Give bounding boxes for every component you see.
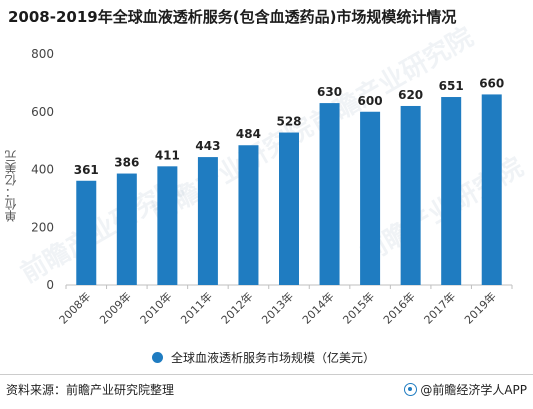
bar: [441, 97, 462, 286]
bar: [238, 145, 259, 285]
brand-credit: @前瞻经济学人APP: [404, 381, 527, 398]
x-tick-label: 2019年: [461, 289, 498, 326]
x-tick-label: 2015年: [340, 289, 377, 326]
y-tick-label: 600: [31, 105, 54, 119]
bar: [360, 111, 381, 285]
bar: [279, 132, 299, 285]
legend: 全球血液透析服务市场规模（亿美元）: [152, 349, 375, 366]
x-tick-label: 2014年: [299, 289, 336, 326]
chart-title: 2008-2019年全球血液透析服务(包含血透药品)市场规模统计情况: [8, 8, 457, 26]
legend-label: 全球血液透析服务市场规模（亿美元）: [171, 351, 376, 365]
brand-text: @前瞻经济学人APP: [420, 383, 527, 397]
x-tick-label: 2017年: [421, 289, 458, 326]
x-tick-label: 2010年: [137, 289, 174, 326]
data-label: 600: [358, 94, 383, 108]
source-text: 资料来源：前瞻产业研究院整理: [6, 383, 175, 397]
x-tick-label: 2013年: [259, 289, 296, 326]
x-tick-label: 2011年: [178, 289, 215, 326]
x-tick-label: 2009年: [96, 289, 133, 326]
bar: [319, 103, 340, 286]
data-label: 361: [74, 163, 99, 177]
bar: [157, 166, 178, 285]
brand-logo-icon: [404, 383, 418, 396]
bar: [481, 94, 502, 285]
bar: [197, 157, 218, 285]
data-label: 411: [155, 148, 180, 162]
data-label: 620: [398, 88, 423, 102]
x-tick-label: 2008年: [56, 289, 93, 326]
y-tick-label: 0: [46, 278, 54, 292]
bar: [76, 180, 97, 285]
legend-marker: [152, 352, 163, 363]
data-label: 660: [479, 76, 504, 90]
data-label: 651: [439, 79, 464, 93]
data-label: 528: [276, 115, 301, 129]
bar: [400, 105, 421, 285]
data-label: 484: [236, 127, 261, 141]
bar: [116, 173, 137, 285]
x-tick-label: 2016年: [380, 289, 417, 326]
y-tick-label: 800: [31, 47, 54, 61]
footer-divider: [0, 374, 533, 375]
y-tick-label: 400: [31, 163, 54, 177]
data-label: 386: [114, 156, 139, 170]
y-tick-label: 200: [31, 220, 54, 234]
data-label: 443: [195, 139, 220, 153]
bar-chart: 0 200 400 600 800 361 2008年 386 2009年 411 2010年 443…: [31, 47, 513, 327]
x-tick-label: 2012年: [218, 289, 255, 326]
data-label: 630: [317, 85, 342, 99]
